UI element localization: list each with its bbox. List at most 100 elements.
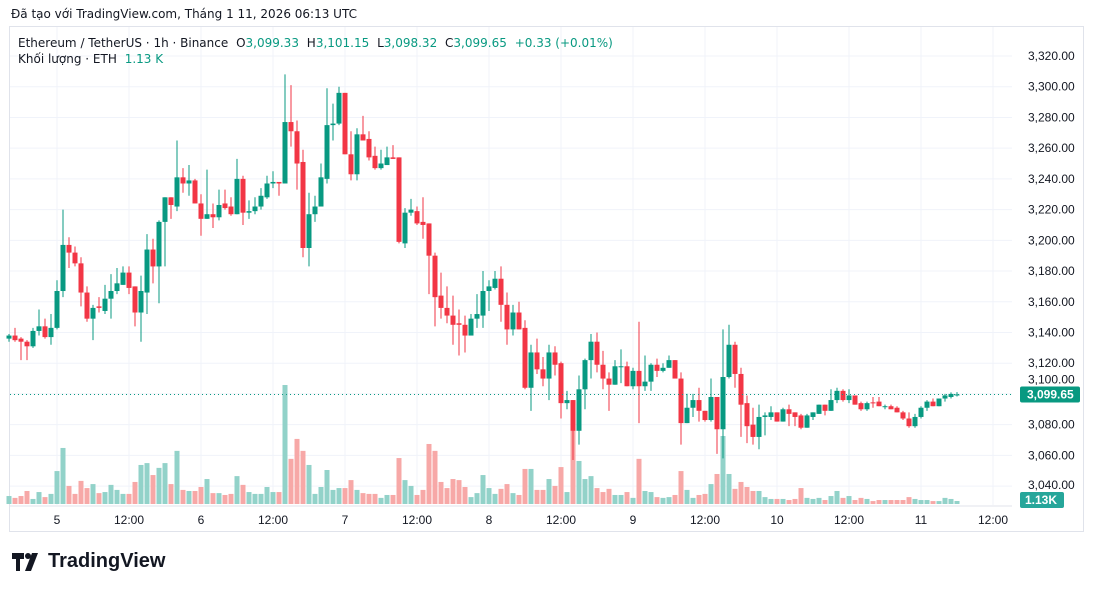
candle[interactable] [588, 334, 594, 379]
candle[interactable] [528, 344, 534, 411]
candle[interactable] [126, 266, 132, 295]
candle[interactable] [210, 203, 216, 229]
candle[interactable] [786, 404, 792, 427]
candle[interactable] [66, 237, 72, 268]
candle[interactable] [108, 274, 114, 319]
candle[interactable] [780, 407, 786, 422]
candle[interactable] [756, 404, 762, 450]
candle[interactable] [42, 318, 48, 339]
candle[interactable] [906, 412, 912, 428]
candle[interactable] [684, 393, 690, 424]
candle[interactable] [582, 358, 588, 410]
candle[interactable] [618, 349, 624, 384]
candle[interactable] [306, 192, 312, 267]
candle[interactable] [312, 195, 318, 222]
candle[interactable] [342, 92, 348, 155]
candle[interactable] [258, 188, 264, 210]
candle[interactable] [18, 337, 24, 361]
candle[interactable] [198, 194, 204, 236]
candle[interactable] [882, 404, 888, 410]
candle[interactable] [114, 267, 120, 295]
candle[interactable] [156, 220, 162, 304]
candle[interactable] [360, 115, 366, 141]
candle[interactable] [240, 175, 246, 225]
candle[interactable] [402, 208, 408, 248]
candle[interactable] [174, 140, 180, 212]
candle[interactable] [90, 304, 96, 341]
candle[interactable] [912, 413, 918, 428]
candle[interactable] [516, 301, 522, 330]
candle[interactable] [300, 149, 306, 258]
candle[interactable] [150, 238, 156, 284]
candle[interactable] [366, 131, 372, 161]
candle[interactable] [870, 396, 876, 408]
candle[interactable] [576, 375, 582, 445]
candle[interactable] [888, 404, 894, 410]
candle[interactable] [546, 344, 552, 401]
candle[interactable] [468, 314, 474, 336]
candle[interactable] [948, 392, 954, 399]
candle[interactable] [384, 146, 390, 166]
candle[interactable] [594, 332, 600, 373]
candle[interactable] [450, 295, 456, 345]
candle[interactable] [660, 363, 666, 373]
candle[interactable] [192, 178, 198, 204]
candle[interactable] [456, 309, 462, 356]
candle[interactable] [426, 223, 432, 295]
candle[interactable] [840, 389, 846, 402]
candle[interactable] [438, 272, 444, 319]
candle[interactable] [612, 360, 618, 385]
candle[interactable] [714, 396, 720, 454]
candle[interactable] [564, 390, 570, 410]
candle[interactable] [918, 406, 924, 419]
candle[interactable] [30, 327, 36, 348]
candle[interactable] [84, 286, 90, 322]
candle[interactable] [600, 350, 606, 390]
candle[interactable] [696, 387, 702, 422]
candle[interactable] [930, 398, 936, 407]
candle[interactable] [864, 401, 870, 411]
candle[interactable] [666, 355, 672, 368]
candle[interactable] [408, 198, 414, 216]
candle[interactable] [558, 361, 564, 419]
candle[interactable] [288, 85, 294, 147]
candle[interactable] [186, 165, 192, 196]
candle[interactable] [924, 400, 930, 411]
candle[interactable] [390, 145, 396, 159]
candle[interactable] [552, 346, 558, 376]
candle[interactable] [228, 197, 234, 216]
candle[interactable] [762, 412, 768, 436]
candle[interactable] [444, 286, 450, 324]
candle[interactable] [846, 389, 852, 404]
candle[interactable] [768, 406, 774, 421]
candle[interactable] [6, 334, 12, 342]
candle[interactable] [936, 398, 942, 407]
candle[interactable] [816, 404, 822, 414]
candle[interactable] [732, 341, 738, 388]
candle[interactable] [144, 234, 150, 315]
candle[interactable] [900, 410, 906, 421]
candle[interactable] [216, 189, 222, 221]
candle[interactable] [102, 284, 108, 315]
candle[interactable] [852, 395, 858, 405]
candle[interactable] [162, 197, 168, 267]
candle[interactable] [504, 292, 510, 345]
candle[interactable] [372, 146, 378, 170]
candle[interactable] [804, 413, 810, 428]
candle[interactable] [276, 181, 282, 196]
candle[interactable] [702, 410, 708, 422]
candle[interactable] [834, 387, 840, 404]
candle[interactable] [798, 413, 804, 430]
candle[interactable] [510, 304, 516, 336]
candle[interactable] [96, 297, 102, 313]
candle[interactable] [654, 358, 660, 378]
candle[interactable] [72, 246, 78, 267]
candle[interactable] [954, 392, 960, 397]
candle[interactable] [744, 395, 750, 444]
candle[interactable] [486, 280, 492, 311]
candle[interactable] [348, 131, 354, 181]
candle[interactable] [648, 363, 654, 391]
candle[interactable] [246, 200, 252, 219]
candle[interactable] [336, 86, 342, 126]
